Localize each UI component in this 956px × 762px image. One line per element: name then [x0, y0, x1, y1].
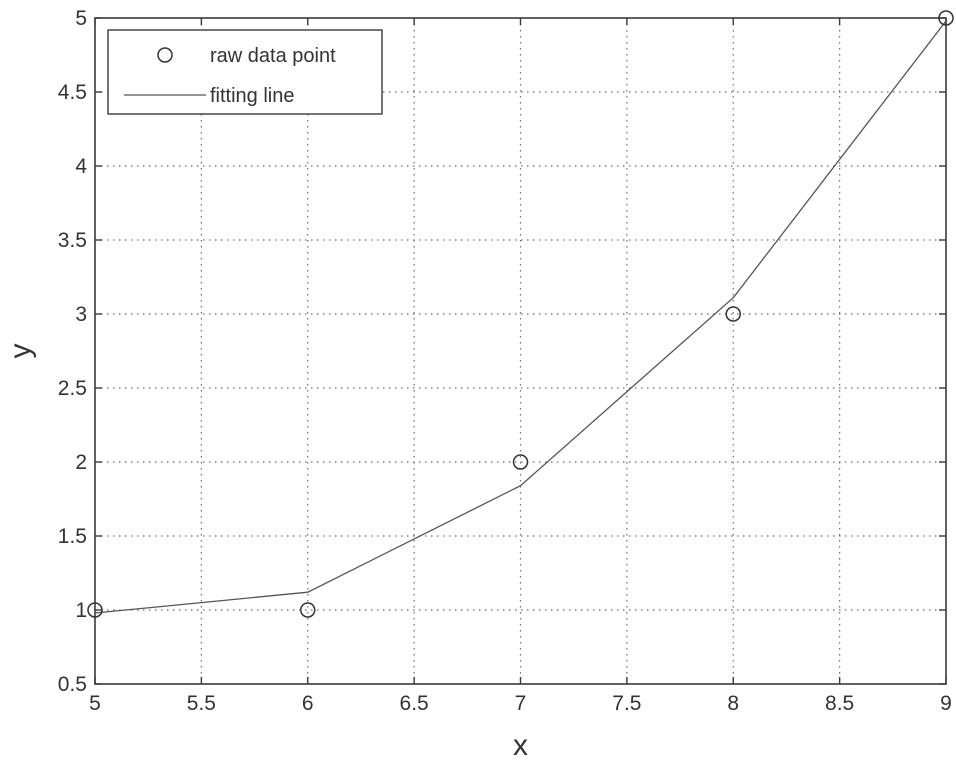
series-layer	[87, 10, 954, 618]
x-tick-label: 7.5	[612, 692, 641, 715]
y-tick-label: 1.5	[58, 525, 87, 548]
raw-data-point-marker	[300, 602, 316, 618]
y-tick-label: 4	[75, 155, 87, 178]
fitting-line-series	[94, 20, 947, 614]
y-tick-label: 2.5	[58, 377, 87, 400]
x-tick-label: 6	[302, 692, 314, 715]
raw-data-point-marker	[87, 602, 103, 618]
legend-box	[107, 29, 383, 115]
axis-ticks: 5 5.5 6 6.5 7 7.5 8 8.5 9 0.5 1 1.5 2 2.5 3 3.5 4 4.5 5	[58, 7, 952, 715]
y-tick-label: 3.5	[58, 229, 87, 252]
y-tick-label: 3	[75, 303, 87, 326]
legend-label-fitting-line: fitting line	[210, 85, 295, 107]
x-tick-label: 6.5	[400, 692, 429, 715]
y-tick-label: 2	[75, 451, 87, 474]
raw-data-point-marker	[725, 306, 741, 322]
raw-data-point-marker	[938, 10, 954, 26]
y-tick-label: 4.5	[58, 81, 87, 104]
x-axis-label: x	[513, 729, 528, 762]
x-tick-label: 9	[940, 692, 952, 715]
x-tick-label: 8	[727, 692, 739, 715]
y-tick-label: 1	[75, 599, 87, 622]
y-tick-label: 5	[75, 7, 87, 30]
raw-data-point-marker	[512, 454, 529, 470]
x-tick-label: 5	[89, 692, 101, 715]
y-axis-label: y	[4, 344, 37, 359]
y-tick-label: 0.5	[58, 673, 87, 696]
legend: raw data point fitting line	[107, 29, 383, 115]
x-tick-label: 5.5	[187, 692, 216, 715]
legend-marker-raw-data-point	[157, 47, 173, 63]
x-tick-label: 7	[515, 692, 527, 715]
legend-label-raw-data-point: raw data point	[210, 45, 336, 67]
x-tick-label: 8.5	[825, 692, 854, 715]
grid	[95, 18, 946, 684]
